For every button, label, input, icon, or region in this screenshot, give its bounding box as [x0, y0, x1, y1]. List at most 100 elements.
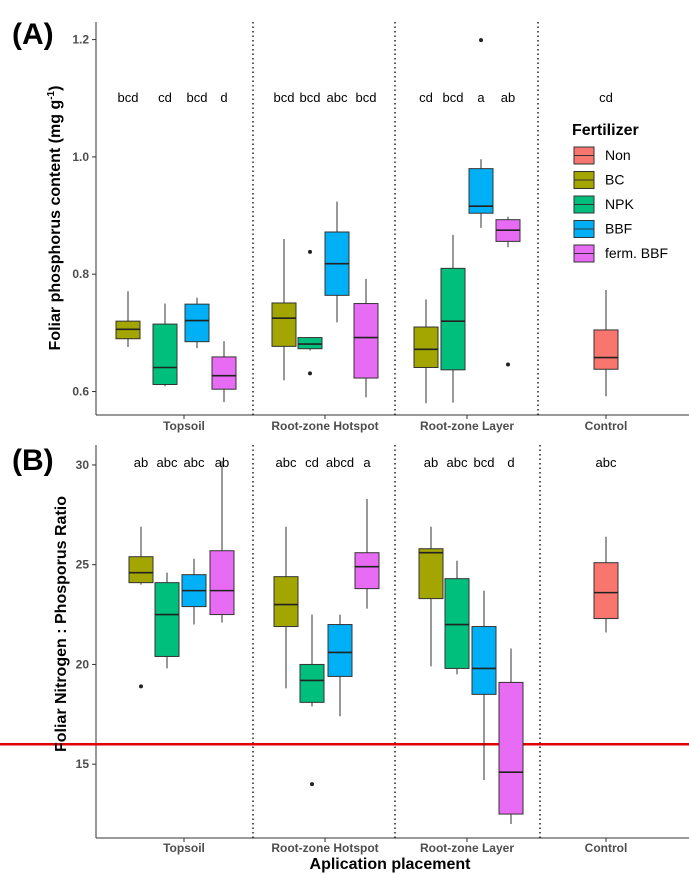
panel-a-y-axis-title: Foliar phosphorus content (mg g-1)	[46, 86, 64, 351]
box-iqr	[154, 582, 180, 657]
significance-letter: bcd	[443, 90, 464, 105]
y-tick-label: 1.2	[72, 33, 89, 47]
legend-entry-npk: NPK	[573, 195, 634, 214]
box-topsoil-ferm-bbf	[209, 460, 235, 623]
box-iqr	[593, 329, 619, 370]
significance-letter: d	[220, 90, 227, 105]
significance-letter: ab	[424, 455, 438, 470]
box-iqr	[273, 576, 299, 628]
box-root-zone-layer-bc	[413, 299, 439, 404]
significance-letter: ab	[134, 455, 148, 470]
box-iqr	[327, 624, 353, 677]
significance-letter: cd	[305, 455, 319, 470]
significance-letter: abc	[447, 455, 468, 470]
x-tick-label: Control	[585, 841, 628, 855]
significance-letter: abc	[157, 455, 178, 470]
x-axis-title: Aplication placement	[310, 856, 472, 873]
outlier-point	[139, 684, 143, 689]
fertilizer-legend: Fertilizer Non BC NPK BBF ferm. BBF	[572, 122, 668, 263]
box-topsoil-npk	[152, 303, 178, 387]
x-tick-label: Root-zone Hotspot	[271, 419, 378, 433]
significance-letter: a	[477, 90, 485, 105]
legend-label: NPK	[605, 196, 634, 212]
box-iqr	[593, 562, 619, 620]
y-tick-label: 0.6	[72, 385, 89, 399]
x-tick-label: Control	[585, 419, 628, 433]
box-root-zone-layer-bbf	[468, 38, 494, 228]
outlier-point	[308, 249, 312, 254]
legend-label: BC	[605, 172, 624, 188]
box-root-zone-hotspot-npk	[299, 614, 325, 787]
significance-letter: abc	[596, 455, 617, 470]
box-root-zone-layer-npk	[440, 234, 466, 403]
legend-entry-bc: BC	[573, 171, 624, 189]
box-iqr	[209, 550, 235, 616]
panel-b-label: (B)	[12, 444, 54, 477]
legend-label: BBF	[605, 221, 632, 237]
box-root-zone-layer-ferm-bbf	[495, 216, 521, 367]
box-topsoil-npk	[154, 572, 180, 669]
significance-letter: abc	[327, 90, 348, 105]
legend-label: ferm. BBF	[605, 245, 668, 261]
box-root-zone-hotspot-ferm-bbf	[354, 498, 380, 609]
box-iqr	[444, 578, 470, 669]
significance-letter: cd	[158, 90, 172, 105]
box-iqr	[413, 326, 439, 368]
box-root-zone-hotspot-bbf	[327, 614, 353, 717]
box-root-zone-hotspot-ferm-bbf	[353, 278, 379, 398]
box-root-zone-hotspot-bc	[273, 526, 299, 689]
significance-letter: abc	[184, 455, 205, 470]
box-iqr	[299, 663, 325, 703]
significance-letter: cd	[599, 90, 613, 105]
box-iqr	[128, 556, 154, 584]
box-iqr	[353, 303, 379, 379]
box-topsoil-ferm-bbf	[211, 341, 237, 403]
significance-letter: abc	[276, 455, 297, 470]
significance-letter: bcd	[356, 90, 377, 105]
box-topsoil-bc	[128, 526, 154, 689]
box-iqr	[297, 337, 323, 350]
y-tick-label: 25	[76, 558, 90, 572]
significance-letter: cd	[419, 90, 433, 105]
significance-letter: bcd	[187, 90, 208, 105]
outlier-point	[479, 38, 483, 43]
outlier-point	[310, 782, 314, 787]
significance-letter: ab	[501, 90, 515, 105]
legend-entry-ferm-bbf: ferm. BBF	[573, 244, 668, 263]
y-tick-label: 1.0	[72, 150, 89, 164]
panel-a-label: (A)	[12, 18, 54, 51]
significance-letter: bcd	[274, 90, 295, 105]
outlier-point	[506, 362, 510, 367]
box-topsoil-bbf	[184, 297, 210, 349]
x-tick-label: Root-zone Layer	[420, 419, 514, 433]
legend-title: Fertilizer	[572, 122, 639, 139]
box-root-zone-hotspot-npk	[297, 249, 323, 376]
box-iqr	[440, 267, 466, 371]
y-tick-label: 20	[76, 657, 90, 671]
significance-letter: a	[363, 455, 371, 470]
box-root-zone-layer-bc	[418, 526, 444, 667]
x-tick-label: Root-zone Hotspot	[271, 841, 378, 855]
box-iqr	[471, 626, 497, 695]
box-iqr	[418, 548, 444, 600]
box-root-zone-hotspot-bc	[271, 239, 297, 381]
legend-entry-non: Non	[573, 146, 631, 165]
significance-letter: bcd	[118, 90, 139, 105]
panel-b-y-axis-title: Foliar Nitrogen : Phosporus Ratio	[53, 496, 70, 752]
significance-letter: bcd	[474, 455, 495, 470]
box-root-zone-hotspot-bbf	[324, 201, 350, 323]
x-tick-label: Root-zone Layer	[420, 841, 514, 855]
box-root-zone-layer-npk	[444, 560, 470, 675]
significance-letter: d	[507, 455, 514, 470]
y-tick-label: 30	[76, 458, 90, 472]
box-iqr	[152, 323, 178, 385]
box-iqr	[498, 681, 524, 815]
significance-letter: abcd	[326, 455, 354, 470]
box-control-non	[593, 536, 619, 633]
box-topsoil-bc	[115, 291, 141, 347]
significance-letter: ab	[215, 455, 229, 470]
